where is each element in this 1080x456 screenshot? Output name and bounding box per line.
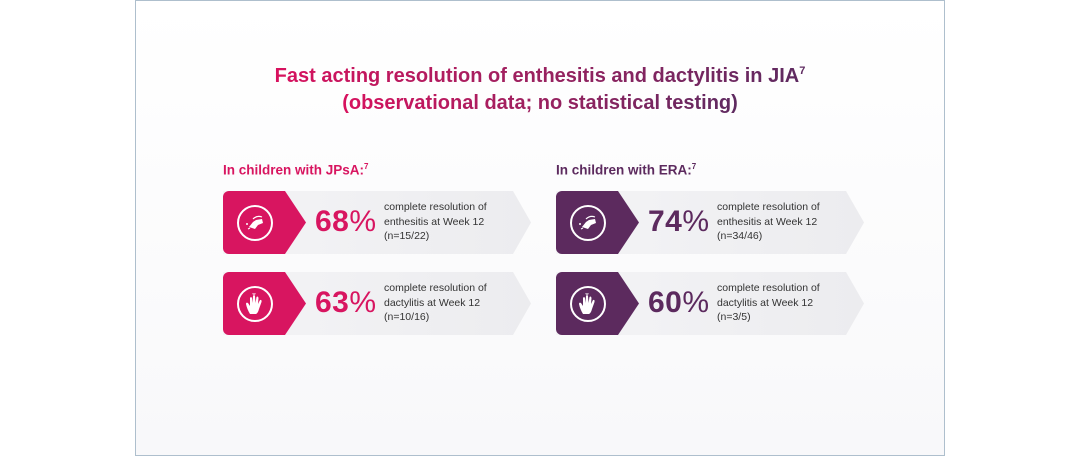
stat-card: 68% complete resolution of enthesitis at …: [223, 191, 531, 254]
stat-card: 74% complete resolution of enthesitis at …: [556, 191, 864, 254]
title-line-1: Fast acting resolution of enthesitis and…: [274, 64, 800, 87]
stat-card: 60% complete resolution of dactylitis at …: [556, 272, 864, 335]
stat-percentage: 63%: [315, 286, 377, 319]
stat-percentage: 60%: [648, 286, 710, 319]
stat-percentage: 74%: [648, 205, 710, 238]
title-footnote: 7: [799, 65, 806, 77]
stat-description: complete resolution of dactylitis at Week…: [717, 282, 820, 323]
enthesitis-joint-icon: [570, 205, 606, 241]
page-title: Fast acting resolution of enthesitis and…: [135, 58, 945, 117]
stat-percentage: 68%: [315, 205, 377, 238]
enthesitis-joint-icon: [237, 205, 273, 241]
group-label-era: In children with ERA:7: [556, 162, 697, 178]
stat-description: complete resolution of enthesitis at Week…: [717, 201, 820, 242]
stat-card: 63% complete resolution of dactylitis at …: [223, 272, 531, 335]
title-line-2: (observational data; no statistical test…: [342, 91, 738, 114]
dactylitis-hand-icon: [570, 286, 606, 322]
dactylitis-hand-icon: [237, 286, 273, 322]
stat-description: complete resolution of enthesitis at Week…: [384, 201, 487, 242]
group-label-jpsa: In children with JPsA:7: [223, 162, 369, 178]
stat-description: complete resolution of dactylitis at Week…: [384, 282, 487, 323]
